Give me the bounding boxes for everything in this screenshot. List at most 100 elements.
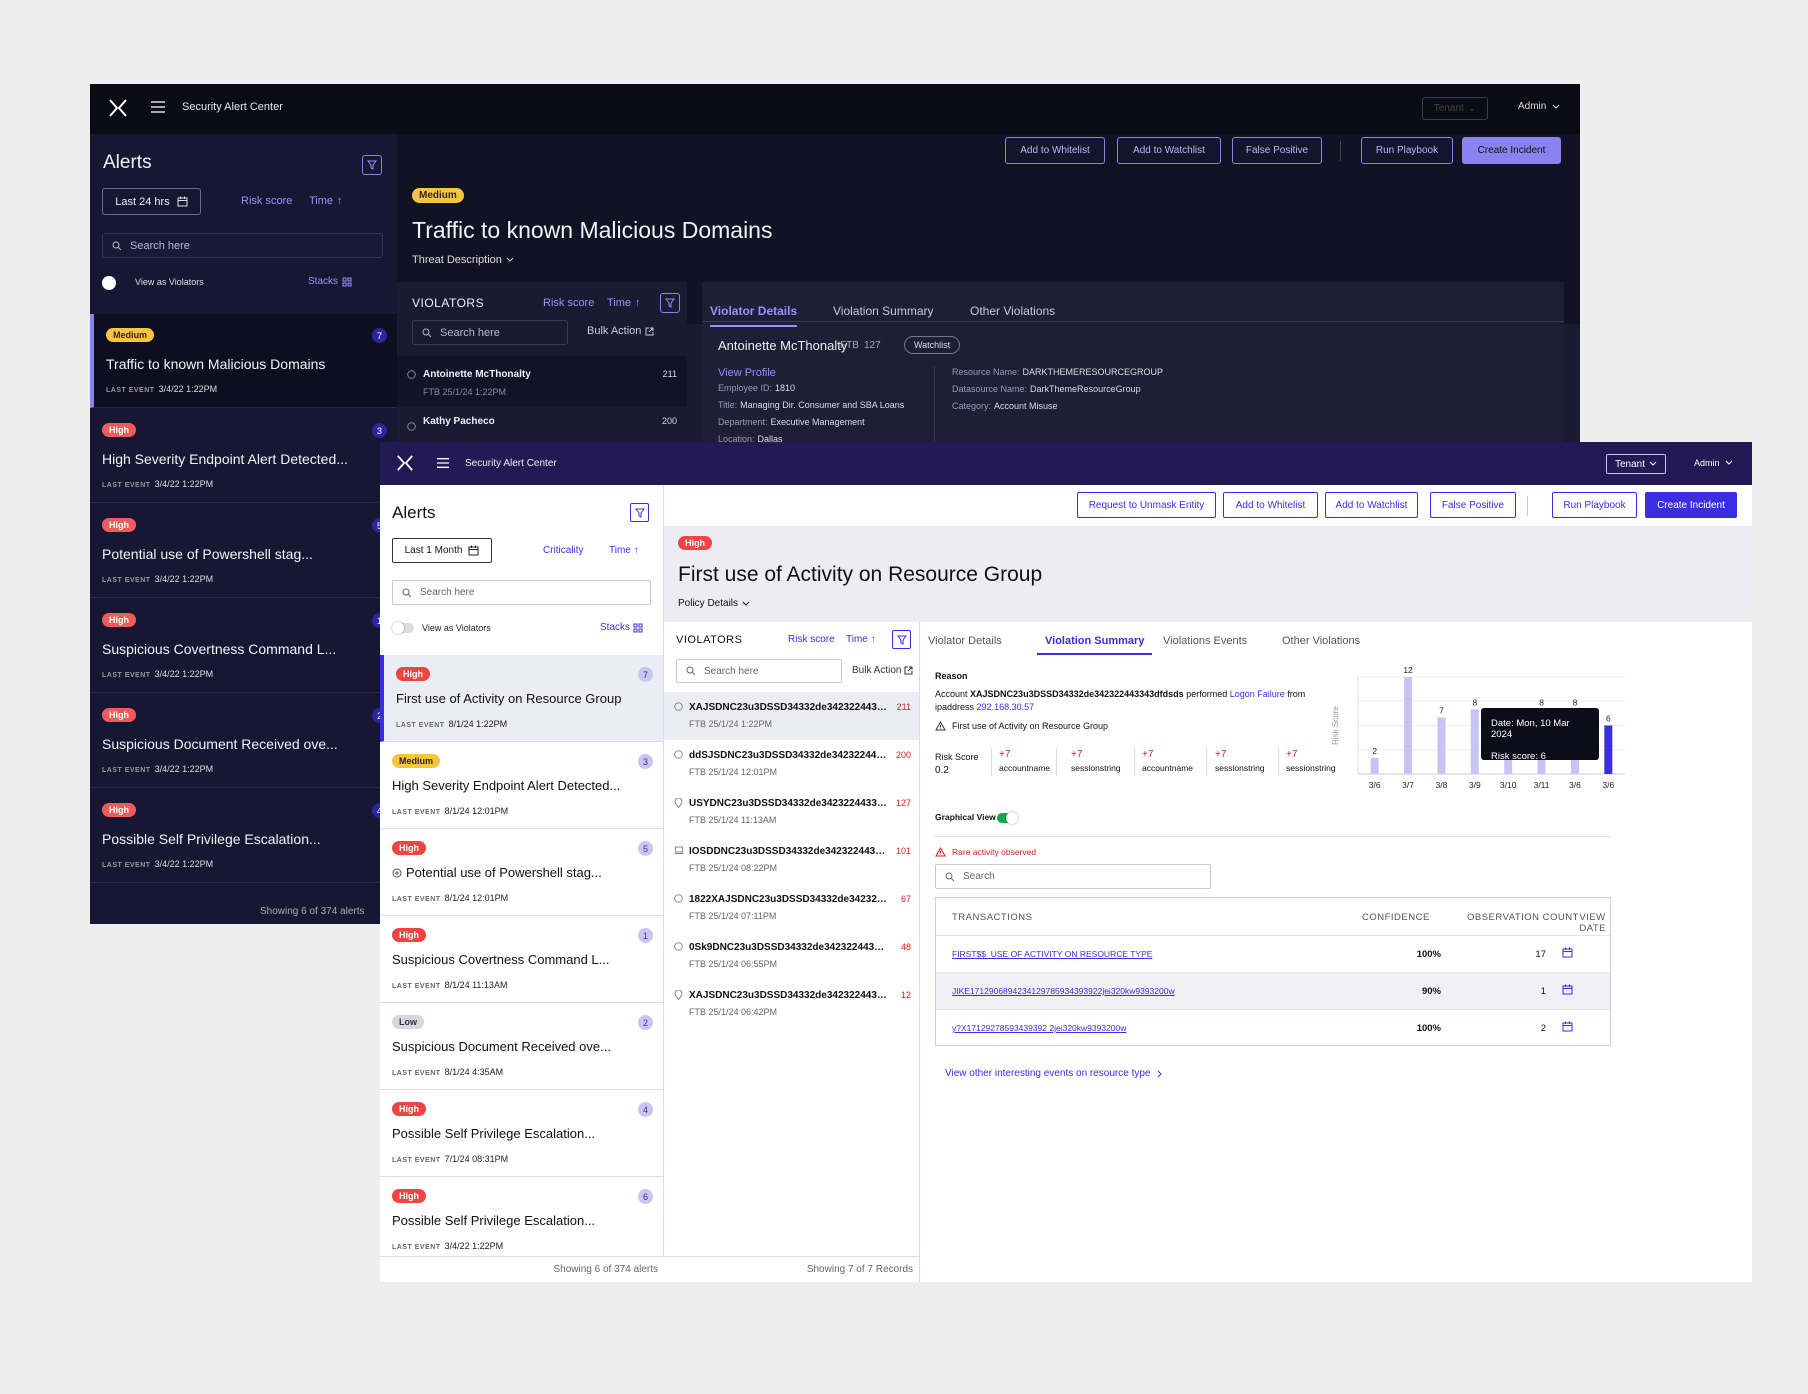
alert-card[interactable]: High 3 High Severity Endpoint Alert Dete… [90, 409, 397, 503]
violators-search-input[interactable]: Search here [676, 659, 842, 683]
transaction-link[interactable]: JIKE1712906894234129785934393922jei320kw… [952, 986, 1175, 996]
reason-ip-link[interactable]: 292.168.30.57 [976, 702, 1035, 712]
view-as-violators-toggle[interactable] [102, 276, 116, 290]
alert-card[interactable]: High 1 Suspicious Covertness Command L..… [380, 916, 663, 1003]
logo-icon[interactable] [108, 98, 128, 118]
calendar-icon[interactable] [1562, 1021, 1573, 1032]
violator-row[interactable]: Antoinette McThonalty 211 FTB 25/1/24 1:… [397, 356, 687, 406]
severity-badge: Low [392, 1015, 424, 1029]
violator-name: 0Sk9DNC23u3DSSD34332de342322443343dfdsds [689, 942, 889, 953]
alert-card[interactable]: Low 2 Suspicious Document Received ove..… [380, 1003, 663, 1090]
sort-risk-score[interactable]: Risk score [241, 195, 292, 207]
hamburger-menu-icon[interactable] [150, 100, 166, 114]
create-incident-button[interactable]: Create Incident [1645, 492, 1737, 518]
tab-violations-events[interactable]: Violations Events [1163, 635, 1248, 647]
alert-card[interactable]: High 5 Potential use of Powershell stag.… [380, 829, 663, 916]
violator-row[interactable]: ddSJSDNC23u3DSSD34332de342322443343dfdsd… [664, 740, 919, 788]
transaction-link[interactable]: y?X17129278593439392 2jei320kw9393200w [952, 1023, 1127, 1033]
bulk-action-button[interactable]: Bulk Action [852, 665, 913, 676]
violator-row[interactable]: IOSDDNC23u3DSSD34332de342322443343dfdsds… [664, 836, 919, 884]
violator-row[interactable]: XAJSDNC23u3DSSD34332de342322443343dfdsds… [664, 692, 919, 740]
policy-details-toggle[interactable]: Policy Details [678, 598, 750, 609]
reason-event-link[interactable]: Logon Failure [1229, 689, 1285, 699]
run-playbook-button[interactable]: Run Playbook [1361, 137, 1453, 164]
tab-other-violations[interactable]: Other Violations [1282, 635, 1361, 647]
alert-card[interactable]: High 7 First use of Activity on Resource… [380, 655, 663, 742]
alert-card[interactable]: High 6 Possible Self Privilege Escalatio… [380, 1177, 663, 1264]
tab-violation-summary[interactable]: Violation Summary [1037, 635, 1153, 655]
sort-criticality[interactable]: Criticality [543, 545, 584, 556]
tab-other-violations[interactable]: Other Violations [970, 304, 1056, 318]
violator-row[interactable]: XAJSDNC23u3DSSD34332de342322443343dfdsds… [664, 980, 919, 1028]
date-filter-button[interactable]: Last 1 Month [392, 538, 492, 563]
tenant-select[interactable]: Tenant [1606, 454, 1666, 474]
violators-filter-button[interactable] [660, 293, 680, 313]
false-positive-button[interactable]: False Positive [1232, 137, 1322, 164]
alert-card[interactable]: High 4 Possible Self Privilege Escalatio… [90, 789, 397, 883]
alert-card[interactable]: High 1 Suspicious Covertness Command L..… [90, 599, 397, 693]
calendar-icon[interactable] [1562, 984, 1573, 995]
sort-time[interactable]: Time ↑ [609, 545, 639, 556]
tab-violator-details[interactable]: Violator Details [710, 304, 798, 327]
false-positive-button[interactable]: False Positive [1430, 492, 1516, 518]
hamburger-menu-icon[interactable] [436, 457, 450, 469]
sort-time[interactable]: Time ↑ [309, 195, 343, 207]
create-incident-button[interactable]: Create Incident [1462, 137, 1561, 164]
sort-risk-score[interactable]: Risk score [543, 297, 594, 309]
graphical-view-label: Graphical View [935, 812, 996, 822]
chart-bar [1604, 725, 1613, 774]
tenant-select[interactable]: Tenant ⌄ [1422, 97, 1488, 120]
add-to-whitelist-button[interactable]: Add to Whitelist [1223, 492, 1318, 518]
alert-card[interactable]: High 4 Possible Self Privilege Escalatio… [380, 1090, 663, 1177]
alert-title: Possible Self Privilege Escalation... [102, 831, 321, 847]
filter-button[interactable] [630, 503, 649, 522]
violators-search-input[interactable]: Search here [412, 320, 568, 345]
violator-row[interactable]: 1822XAJSDNC23u3DSSD34332de342322443343df… [664, 884, 919, 932]
tab-violator-details[interactable]: Violator Details [928, 635, 1002, 647]
threat-description-toggle[interactable]: Threat Description [412, 254, 514, 266]
view-profile-link[interactable]: View Profile [718, 367, 776, 379]
run-playbook-button[interactable]: Run Playbook [1552, 492, 1637, 518]
add-to-whitelist-button[interactable]: Add to Whitelist [1005, 137, 1105, 164]
transaction-link[interactable]: FIRST$$_USE OF ACTIVITY ON RESOURCE TYPE [952, 949, 1153, 959]
chart-data-label: 2 [1372, 746, 1377, 756]
dark-alerts-sidebar: Alerts Last 24 hrs Risk score Time ↑ Sear… [90, 134, 397, 924]
bulk-action-button[interactable]: Bulk Action [587, 325, 654, 337]
view-as-violators-toggle[interactable] [392, 622, 414, 634]
datasource-name-field: Datasource Name: DarkThemeResourceGroup [952, 384, 1141, 394]
view-other-events-link[interactable]: View other interesting events on resourc… [945, 1068, 1163, 1079]
alert-card[interactable]: Medium 7 Traffic to known Malicious Doma… [90, 314, 397, 408]
alert-card[interactable]: High 2 Suspicious Document Received ove.… [90, 694, 397, 788]
calendar-icon[interactable] [1562, 947, 1573, 958]
graphical-view-toggle[interactable] [997, 812, 1018, 824]
alert-card[interactable]: High 5 Potential use of Powershell stag.… [90, 504, 397, 598]
violators-filter-button[interactable] [892, 630, 911, 649]
date-filter-button[interactable]: Last 24 hrs [102, 188, 201, 215]
light-theme-window: Security Alert Center Tenant Admin Alert… [380, 442, 1752, 1282]
transactions-search-input[interactable]: Search [935, 864, 1211, 889]
add-to-watchlist-button[interactable]: Add to Watchlist [1117, 137, 1221, 164]
alert-card[interactable]: Medium 3 High Severity Endpoint Alert De… [380, 742, 663, 829]
violator-name: IOSDDNC23u3DSSD34332de342322443343dfdsds [689, 846, 889, 857]
severity-badge: High [102, 708, 136, 722]
stacks-button[interactable]: Stacks [600, 622, 643, 633]
sort-time[interactable]: Time ↑ [607, 297, 641, 309]
watchlist-badge: Watchlist [904, 336, 961, 354]
sort-time[interactable]: Time ↑ [846, 634, 876, 645]
violator-row[interactable]: USYDNC23u3DSSD34332de342322443343dfdsds … [664, 788, 919, 836]
alerts-search-input[interactable]: Search here [392, 580, 651, 605]
stacks-button[interactable]: Stacks [308, 276, 352, 287]
add-to-watchlist-button[interactable]: Add to Watchlist [1325, 492, 1418, 518]
tab-violation-summary[interactable]: Violation Summary [833, 304, 934, 318]
alert-title: Potential use of Powershell stag... [406, 865, 602, 880]
filter-button[interactable] [362, 155, 382, 175]
app-title: Security Alert Center [465, 458, 557, 469]
sort-risk-score[interactable]: Risk score [788, 634, 835, 645]
admin-menu[interactable]: Admin [1694, 458, 1733, 468]
admin-menu[interactable]: Admin [1518, 101, 1560, 112]
alerts-search-input[interactable]: Search here [102, 233, 383, 258]
violator-row[interactable]: Kathy Pacheco 200 [397, 408, 687, 458]
logo-icon[interactable] [396, 454, 414, 472]
violator-row[interactable]: 0Sk9DNC23u3DSSD34332de342322443343dfdsds… [664, 932, 919, 980]
request-unmask-button[interactable]: Request to Unmask Entity [1077, 492, 1216, 518]
